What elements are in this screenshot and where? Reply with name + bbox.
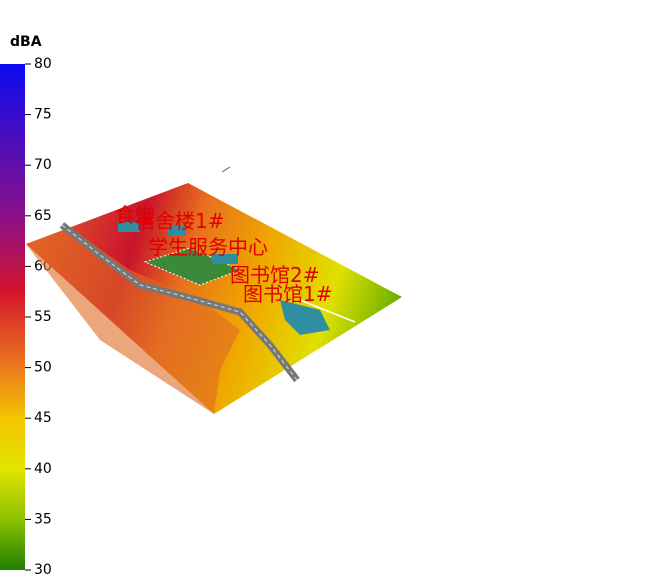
marker: [221, 166, 231, 173]
tick-label: 55: [34, 309, 52, 325]
ground-plane: [26, 183, 402, 414]
tick-label: 65: [34, 208, 52, 224]
unit-label: dBA: [10, 34, 42, 50]
tick-label: 35: [34, 511, 52, 527]
boundary: [299, 299, 356, 323]
building: [212, 254, 238, 264]
building-label: 宿舍楼1#: [135, 209, 224, 233]
tick-label: 30: [34, 562, 52, 578]
building-label: 图书馆2#: [230, 263, 319, 287]
building-label: 食堂: [115, 203, 155, 227]
building: [118, 222, 140, 232]
tick-label: 40: [34, 461, 52, 477]
building-label: 学生服务中心: [148, 235, 268, 259]
tick-label: 75: [34, 107, 52, 123]
tick-label: 45: [34, 410, 52, 426]
building: [168, 226, 186, 236]
tick-label: 50: [34, 360, 52, 376]
building: [280, 300, 330, 335]
color-bar: [0, 64, 25, 570]
green-area: [143, 247, 242, 286]
road-marking: [61, 224, 298, 381]
map-3d: [26, 166, 402, 414]
tick-label: 70: [34, 157, 52, 173]
building-label: 图书馆1#: [243, 282, 332, 306]
noise-zone: [26, 228, 240, 414]
tick-label: 80: [34, 56, 52, 72]
